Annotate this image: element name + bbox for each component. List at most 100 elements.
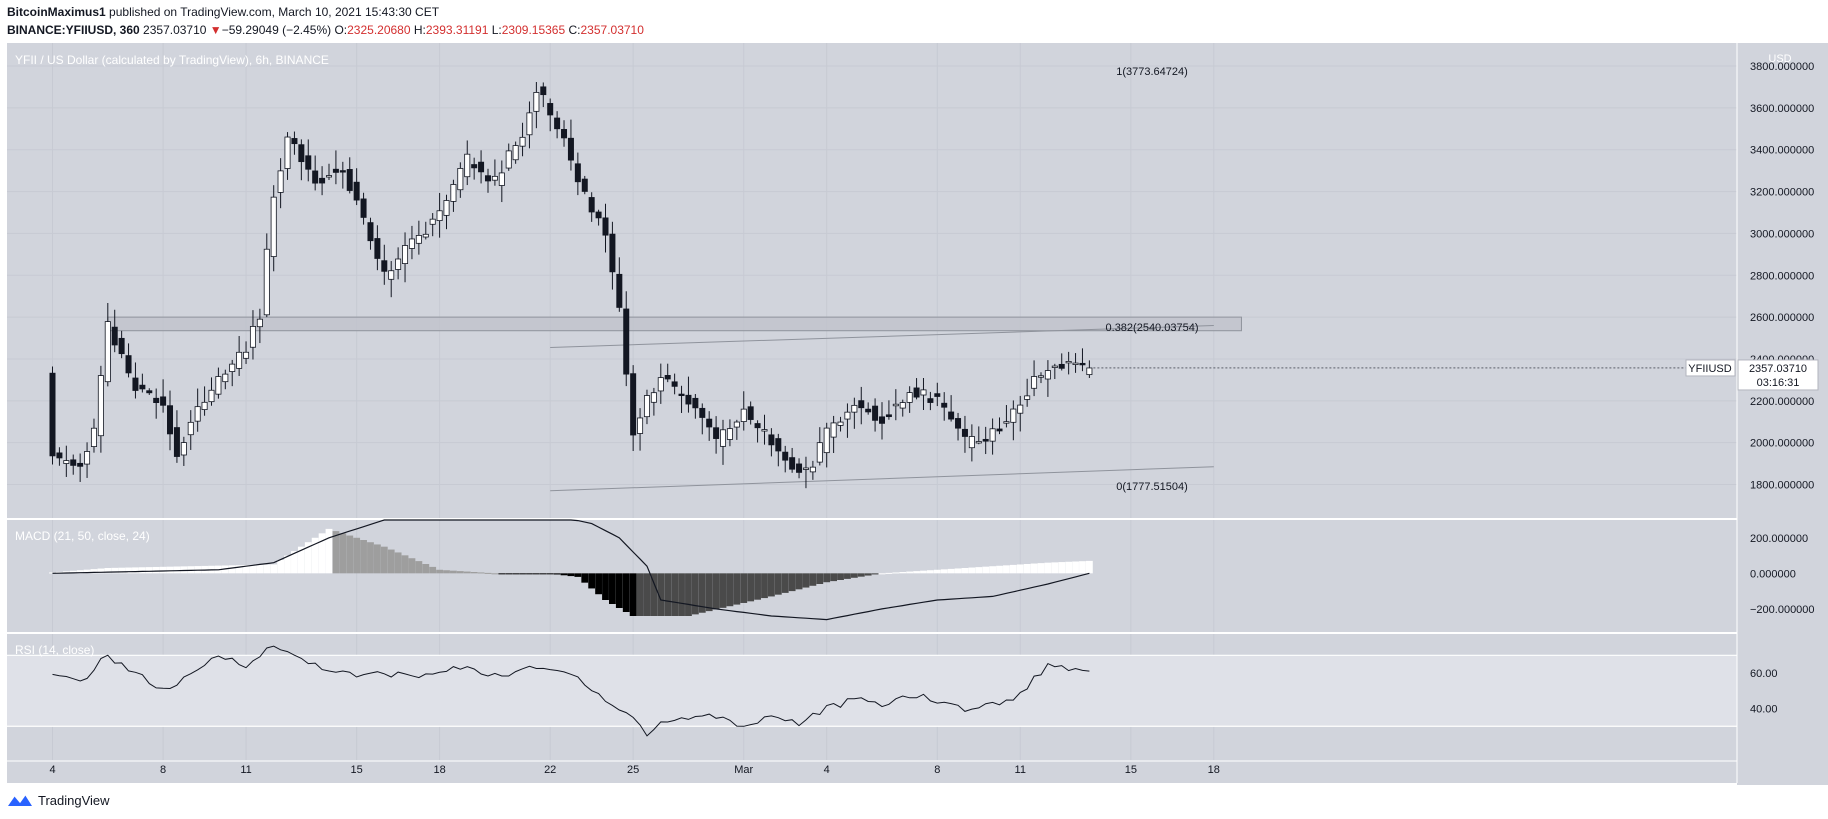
- candle-body: [498, 172, 505, 186]
- candle-body: [692, 397, 699, 409]
- candle-body: [1010, 408, 1017, 423]
- macd-histogram-bar: [837, 573, 844, 580]
- candle-body: [996, 428, 1003, 432]
- candle-body: [132, 377, 139, 391]
- price-tick-label: 3200.000000: [1750, 187, 1814, 199]
- candle-body: [429, 218, 436, 225]
- macd-histogram-bar: [609, 573, 616, 604]
- candle-body: [885, 414, 892, 418]
- macd-histogram-bar: [132, 567, 139, 574]
- macd-histogram-bar: [1023, 564, 1031, 574]
- macd-histogram-bar: [90, 569, 98, 574]
- macd-histogram-bar: [277, 560, 285, 574]
- macd-histogram-bar: [768, 573, 775, 597]
- macd-histogram-bar: [678, 573, 685, 616]
- macd-histogram-bar: [698, 573, 706, 613]
- candle-body: [436, 210, 443, 222]
- fib-level-label: 0.382(2540.03754): [1106, 322, 1199, 334]
- macd-histogram-bar: [270, 564, 278, 574]
- low-value: 2309.15365: [501, 23, 566, 37]
- macd-histogram-bar: [394, 552, 402, 574]
- price-tick-label: 2200.000000: [1750, 396, 1814, 408]
- candle-body: [602, 217, 609, 236]
- candle-body: [581, 178, 588, 192]
- macd-histogram-bar: [332, 531, 340, 574]
- macd-histogram-bar: [1072, 561, 1079, 574]
- candle-body: [671, 381, 678, 387]
- candle-body: [540, 86, 547, 96]
- ohlc-line: BINANCE:YFIIUSD, 360 2357.03710 ▼−59.290…: [7, 23, 644, 37]
- candle-body: [478, 161, 485, 173]
- candle-body: [167, 405, 174, 435]
- macd-histogram-bar: [871, 573, 879, 575]
- open-label: O:: [334, 23, 348, 37]
- macd-title: MACD (21, 50, close, 24): [15, 529, 150, 543]
- macd-histogram-bar: [118, 567, 126, 574]
- candle-body: [920, 389, 927, 396]
- macd-histogram-bar: [304, 542, 312, 574]
- candle-body: [733, 421, 740, 428]
- candle-body: [346, 169, 353, 191]
- candle-body: [125, 355, 132, 374]
- macd-histogram-bar: [463, 571, 471, 574]
- date-tick-label: 18: [1208, 764, 1220, 776]
- macd-histogram-bar: [180, 566, 188, 574]
- macd-histogram-bar: [892, 572, 900, 574]
- upper-channel-line: [550, 324, 1214, 348]
- candle-body: [249, 326, 256, 348]
- candle-body: [277, 170, 284, 193]
- candle-body: [768, 434, 775, 446]
- macd-histogram-bar: [470, 572, 478, 574]
- macd-histogram-bar: [325, 528, 333, 574]
- macd-histogram-bar: [622, 573, 630, 612]
- candle-body: [913, 387, 920, 398]
- candle-body: [851, 404, 858, 413]
- macd-histogram-bar: [989, 566, 996, 574]
- macd-histogram-bar: [512, 573, 520, 575]
- macd-histogram-bar: [1009, 564, 1017, 574]
- author-name[interactable]: BitcoinMaximus1: [7, 5, 106, 19]
- macd-histogram-bar: [629, 573, 637, 616]
- candle-body: [263, 248, 270, 316]
- macd-histogram-bar: [125, 567, 132, 574]
- last-price-badge: [1737, 359, 1819, 391]
- macd-histogram-bar: [235, 565, 243, 574]
- lower-channel-line: [550, 466, 1214, 492]
- candle-body: [77, 462, 84, 467]
- candle-body: [561, 129, 568, 139]
- candle-body: [139, 384, 146, 390]
- macd-histogram-bar: [574, 573, 582, 577]
- chart-canvas[interactable]: 1(3773.64724) 0.382(2540.03754) 0(1777.515…: [0, 0, 1828, 790]
- candle-body: [457, 168, 464, 191]
- macd-histogram-bar: [104, 568, 112, 574]
- macd-histogram-bar: [664, 573, 672, 616]
- macd-histogram-bar: [761, 573, 768, 599]
- candle-body: [153, 397, 160, 404]
- macd-histogram-bar: [1037, 563, 1045, 574]
- axes-layer: 3800.000000 3600.000000 3400.000000 3200.00…: [49, 43, 1828, 785]
- tradingview-branding[interactable]: TradingView: [6, 791, 110, 809]
- macd-histogram-bar: [145, 567, 153, 574]
- candle-body: [664, 375, 671, 380]
- macd-histogram-bar: [166, 566, 174, 574]
- macd-histogram-bar: [781, 573, 789, 593]
- rsi-pane[interactable]: [7, 645, 1737, 737]
- macd-histogram-bar: [443, 570, 450, 574]
- candle-body: [104, 321, 111, 383]
- date-tick-label: 11: [1015, 764, 1026, 776]
- candle-body: [844, 411, 851, 420]
- date-tick-label: 8: [934, 764, 940, 776]
- macd-pane[interactable]: [49, 519, 1093, 621]
- candle-body: [256, 318, 263, 328]
- low-label: L:: [491, 23, 502, 37]
- macd-histogram-bar: [436, 569, 443, 574]
- drawing-overlays[interactable]: 1(3773.64724) 0.382(2540.03754) 0(1777.515…: [107, 66, 1242, 493]
- candle-body: [408, 238, 415, 249]
- candle-body: [968, 436, 975, 449]
- macd-histogram-bar: [588, 573, 596, 589]
- candle-body: [298, 144, 305, 163]
- candle-body: [49, 372, 56, 457]
- chart-title: YFII / US Dollar (calculated by TradingV…: [15, 53, 329, 67]
- candle-body: [305, 155, 312, 170]
- candle-body: [187, 421, 194, 436]
